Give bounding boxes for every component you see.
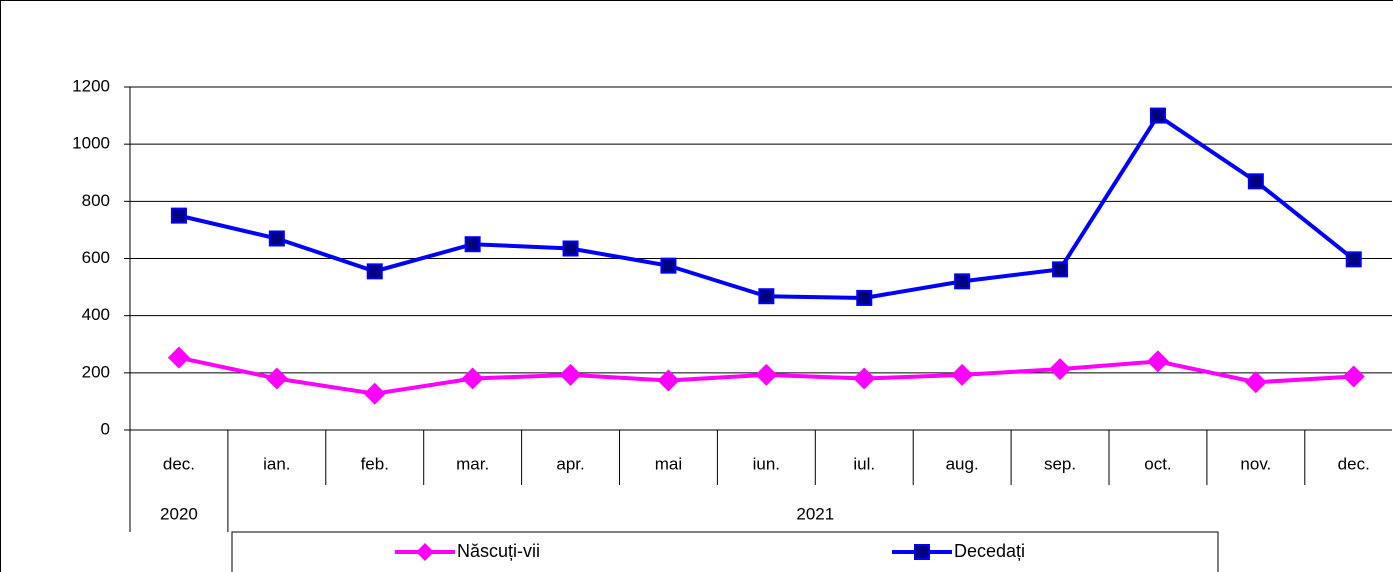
legend-label: Decedați (954, 541, 1025, 561)
marker (559, 363, 582, 386)
y-tick-label: 1000 (72, 134, 110, 153)
year-label: 2020 (160, 504, 198, 523)
marker (758, 288, 775, 305)
x-tick-label: ian. (263, 454, 290, 473)
x-tick-label: apr. (556, 454, 584, 473)
x-tick-label: oct. (1144, 454, 1171, 473)
marker (167, 346, 190, 369)
y-tick-label: 0 (101, 419, 110, 438)
marker (1244, 371, 1267, 394)
marker (265, 367, 288, 390)
marker (1146, 350, 1169, 373)
marker (366, 263, 383, 280)
marker (660, 257, 677, 274)
marker (1342, 365, 1365, 388)
marker (954, 273, 971, 290)
marker (1049, 358, 1072, 381)
legend-label: Născuți-vii (457, 541, 540, 561)
marker (1345, 251, 1362, 268)
y-tick-label: 600 (82, 248, 110, 267)
marker (951, 363, 974, 386)
legend-box (231, 531, 1219, 572)
y-tick-label: 400 (82, 305, 110, 324)
marker (170, 207, 187, 224)
year-label: 2021 (796, 504, 834, 523)
marker (853, 367, 876, 390)
series-line (178, 112, 1355, 300)
x-tick-label: sep. (1044, 454, 1076, 473)
x-tick-label: aug. (946, 454, 979, 473)
marker (1247, 173, 1264, 190)
marker (657, 369, 680, 392)
marker (363, 382, 386, 405)
marker (856, 289, 873, 306)
x-tick-label: dec. (1338, 454, 1370, 473)
x-tick-label: dec. (163, 454, 195, 473)
legend-marker (416, 543, 434, 561)
x-tick-label: nov. (1240, 454, 1271, 473)
marker (461, 367, 484, 390)
y-tick-label: 800 (82, 191, 110, 210)
marker (755, 363, 778, 386)
y-tick-label: 200 (82, 362, 110, 381)
x-tick-label: feb. (361, 454, 389, 473)
y-tick-label: 1200 (72, 76, 110, 95)
marker (464, 236, 481, 253)
legend-marker (914, 544, 930, 560)
marker (1149, 107, 1166, 124)
marker (562, 240, 579, 257)
x-tick-label: iul. (853, 454, 875, 473)
marker (268, 230, 285, 247)
x-tick-label: mar. (456, 454, 489, 473)
x-tick-label: mai (655, 454, 682, 473)
x-tick-label: iun. (753, 454, 780, 473)
marker (1052, 261, 1069, 278)
